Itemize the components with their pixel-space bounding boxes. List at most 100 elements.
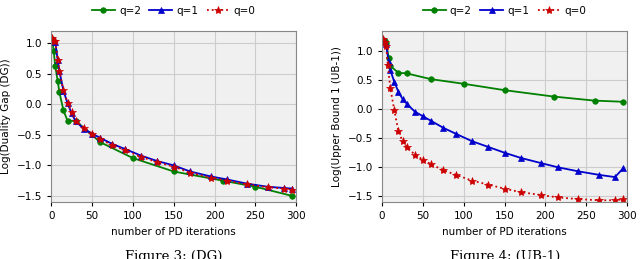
q=1 (419, 115, 427, 118)
q=1 (264, 185, 271, 188)
Line: q=1: q=1 (380, 37, 626, 180)
q=1 (170, 164, 177, 167)
q=2 (428, 78, 435, 81)
q=1 (428, 119, 435, 123)
q=2 (48, 38, 56, 41)
q=0 (440, 169, 447, 172)
q=2 (72, 119, 79, 123)
q=0 (68, 111, 76, 114)
q=2 (550, 95, 557, 98)
q=1 (121, 147, 129, 150)
q=1 (68, 112, 76, 115)
q=1 (88, 132, 96, 135)
q=0 (538, 193, 545, 197)
q=1 (538, 162, 545, 165)
q=2 (219, 179, 227, 182)
q=0 (50, 39, 58, 42)
q=0 (452, 173, 460, 176)
q=2 (382, 41, 390, 44)
q=1 (243, 182, 251, 185)
q=0 (554, 196, 561, 199)
q=0 (88, 132, 96, 135)
q=1 (399, 97, 406, 100)
q=1 (452, 132, 460, 135)
q=0 (109, 144, 116, 147)
q=1 (60, 89, 67, 92)
X-axis label: number of PD iterations: number of PD iterations (442, 227, 567, 237)
Text: Figure 4: (UB-1): Figure 4: (UB-1) (449, 250, 560, 259)
q=1 (385, 60, 392, 63)
Line: q=2: q=2 (49, 36, 295, 199)
q=0 (64, 101, 72, 104)
q=1 (395, 90, 403, 93)
q=1 (54, 59, 61, 62)
q=0 (121, 149, 129, 152)
q=0 (381, 40, 388, 43)
q=0 (387, 86, 394, 89)
q=2 (395, 71, 403, 74)
q=1 (154, 160, 161, 163)
q=2 (460, 82, 468, 85)
q=0 (390, 109, 398, 112)
q=1 (468, 140, 476, 143)
q=2 (54, 80, 61, 83)
q=1 (51, 40, 59, 44)
q=0 (399, 140, 406, 143)
q=0 (170, 165, 177, 168)
q=0 (80, 126, 88, 129)
q=1 (411, 110, 419, 113)
q=1 (387, 68, 394, 71)
q=1 (97, 136, 104, 139)
q=1 (620, 167, 627, 170)
q=1 (501, 151, 509, 154)
q=0 (484, 183, 492, 186)
q=2 (387, 64, 394, 67)
q=0 (517, 191, 525, 194)
q=1 (50, 40, 58, 43)
q=1 (379, 38, 387, 41)
q=1 (403, 102, 410, 105)
Legend: q=2, q=1, q=0: q=2, q=1, q=0 (423, 5, 586, 16)
q=0 (48, 37, 56, 40)
q=0 (411, 153, 419, 156)
q=2 (50, 49, 58, 52)
q=1 (64, 102, 72, 105)
q=0 (468, 179, 476, 182)
q=0 (382, 44, 390, 47)
Legend: q=2, q=1, q=0: q=2, q=1, q=0 (92, 5, 255, 16)
q=2 (252, 185, 259, 188)
q=0 (207, 176, 214, 179)
q=2 (64, 119, 72, 123)
q=1 (595, 173, 602, 176)
q=1 (280, 186, 288, 190)
q=0 (384, 63, 392, 66)
q=0 (154, 161, 161, 164)
Line: q=0: q=0 (48, 34, 296, 194)
q=1 (207, 175, 214, 178)
q=1 (484, 145, 492, 148)
q=2 (60, 109, 67, 112)
q=0 (51, 40, 59, 43)
q=0 (501, 187, 509, 190)
q=1 (611, 176, 619, 179)
q=2 (56, 91, 63, 94)
q=1 (289, 187, 296, 190)
q=2 (97, 141, 104, 144)
q=0 (97, 138, 104, 141)
q=0 (611, 199, 619, 202)
q=2 (170, 170, 177, 173)
q=1 (440, 126, 447, 130)
q=2 (620, 100, 627, 103)
q=0 (56, 69, 63, 72)
q=0 (403, 145, 410, 148)
Line: q=2: q=2 (380, 37, 626, 105)
q=2 (381, 39, 388, 42)
q=2 (51, 65, 59, 68)
q=0 (54, 58, 61, 61)
Line: q=1: q=1 (49, 36, 295, 192)
q=1 (186, 170, 194, 173)
q=1 (223, 178, 230, 181)
q=1 (80, 127, 88, 130)
Text: Figure 3: (DG): Figure 3: (DG) (125, 250, 223, 259)
q=0 (243, 183, 251, 186)
